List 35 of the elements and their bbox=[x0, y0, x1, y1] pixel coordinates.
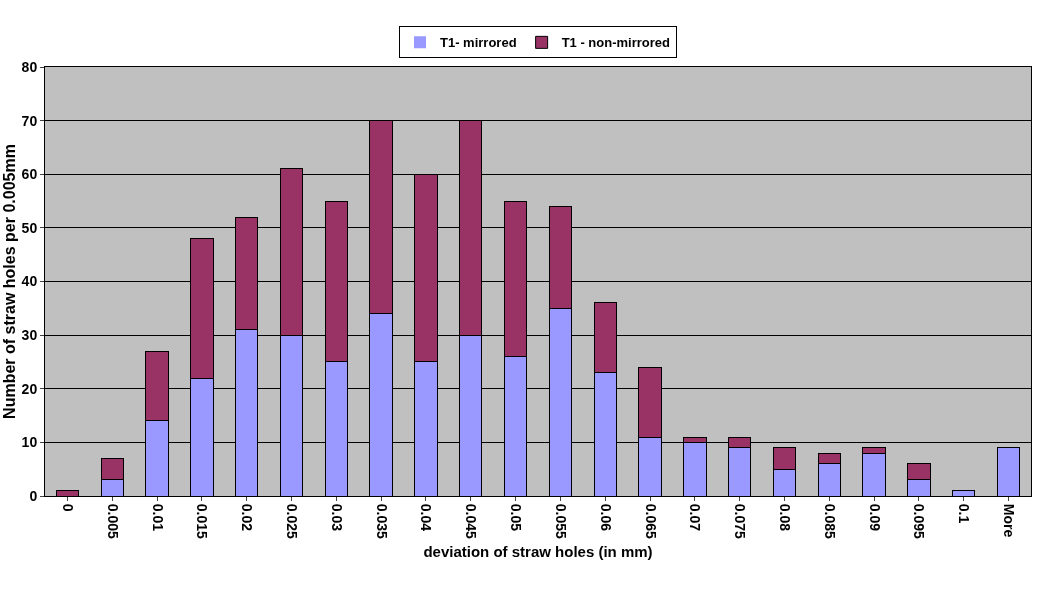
x-tick-label: 0.08 bbox=[776, 503, 793, 532]
x-axis-title: deviation of straw holes (in mm) bbox=[423, 543, 653, 561]
x-tick-label: 0.085 bbox=[821, 503, 838, 540]
x-tick-label: More bbox=[1001, 503, 1018, 538]
x-tick-label: 0.095 bbox=[911, 503, 928, 540]
legend-label: T1- mirrored bbox=[440, 35, 517, 51]
x-tick-label: 0.01 bbox=[149, 503, 166, 532]
x-tick-label: 0.035 bbox=[373, 503, 390, 540]
y-tick-label: 50 bbox=[21, 219, 38, 236]
x-tick-label: 0.04 bbox=[418, 503, 435, 532]
x-tick-label: 0.07 bbox=[687, 503, 704, 532]
x-tick-label: 0.05 bbox=[508, 503, 525, 532]
x-tick-label: 0.025 bbox=[283, 503, 300, 540]
x-tick-label: 0.09 bbox=[866, 503, 883, 532]
y-tick-label: 20 bbox=[21, 380, 38, 397]
y-tick-label: 80 bbox=[21, 58, 38, 75]
y-tick-label: 60 bbox=[21, 166, 38, 183]
y-tick-label: 0 bbox=[29, 487, 38, 504]
x-tick-label: 0.065 bbox=[642, 503, 659, 540]
x-tick-label: 0.1 bbox=[956, 503, 973, 524]
y-axis-title: Number of straw holes per 0.005mm bbox=[0, 144, 18, 419]
x-tick-label: 0.075 bbox=[732, 503, 749, 540]
x-tick-label: 0.06 bbox=[597, 503, 614, 532]
x-tick-label: 0.02 bbox=[239, 503, 256, 532]
x-tick-label: 0.03 bbox=[328, 503, 345, 532]
y-tick-label: 30 bbox=[21, 327, 38, 344]
x-tick-label: 0 bbox=[59, 503, 76, 512]
x-tick-label: 0.005 bbox=[104, 503, 121, 540]
legend-label: T1 - non-mirrored bbox=[561, 35, 671, 51]
x-tick-label: 0.015 bbox=[194, 503, 211, 540]
x-tick-label: 0.055 bbox=[552, 503, 569, 540]
y-tick-label: 70 bbox=[21, 112, 38, 129]
y-tick-label: 10 bbox=[21, 434, 38, 451]
x-tick-label: 0.045 bbox=[463, 503, 480, 540]
y-tick-label: 40 bbox=[21, 273, 38, 290]
